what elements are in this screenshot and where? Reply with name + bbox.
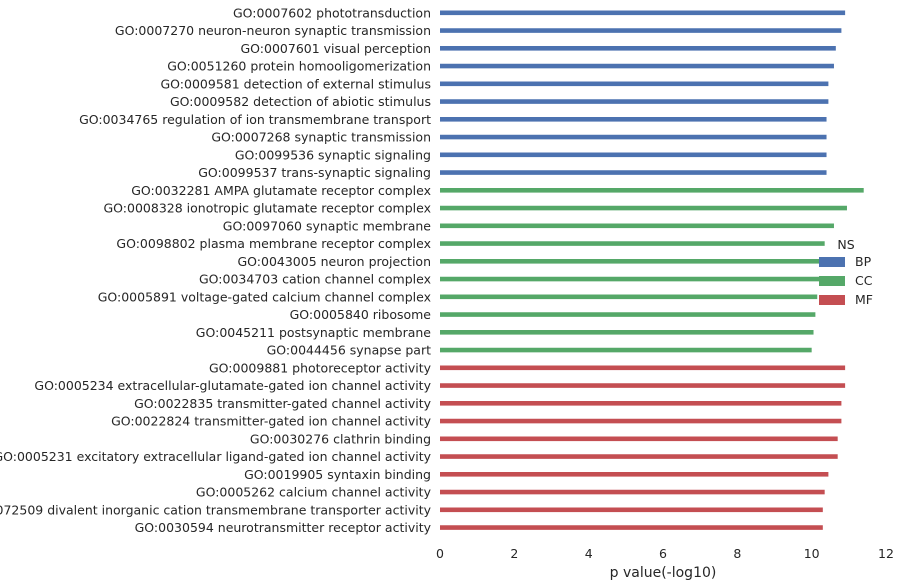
category-label: GO:0005891 voltage-gated calcium channel… (98, 289, 431, 304)
bar (440, 347, 812, 353)
legend-swatch (819, 257, 845, 267)
bar (440, 81, 829, 87)
bar (440, 28, 842, 33)
category-label: GO:0007601 visual perception (240, 41, 431, 56)
category-label: GO:0034765 regulation of ion transmembra… (79, 112, 431, 127)
category-label: GO:0099536 synaptic signaling (235, 147, 431, 162)
category-label: GO:0005262 calcium channel activity (196, 485, 432, 500)
bar (440, 454, 838, 459)
category-label: GO:0032281 AMPA glutamate receptor compl… (131, 183, 431, 198)
x-tick-label: 2 (510, 546, 518, 561)
bar (440, 312, 816, 317)
x-tick-label: 10 (804, 546, 820, 561)
category-label: GO:0007602 phototransduction (233, 5, 431, 20)
category-label: GO:0009581 detection of external stimulu… (161, 76, 432, 91)
x-tick-label: 0 (436, 546, 444, 561)
category-label: GO:0034703 cation channel complex (199, 272, 431, 287)
category-label: GO:0007270 neuron-neuron synaptic transm… (115, 23, 431, 38)
x-axis: 0 2 4 6 8 10 12 (436, 546, 894, 561)
category-label: GO:0098802 plasma membrane receptor comp… (116, 236, 431, 251)
bar (440, 223, 834, 229)
bar (440, 489, 825, 495)
bar (440, 63, 834, 69)
bar (440, 472, 829, 477)
bar (440, 10, 846, 16)
category-label: GO:0045211 postsynaptic membrane (196, 325, 432, 340)
bars-layer (440, 10, 864, 530)
bar (440, 205, 847, 211)
bar (440, 507, 823, 513)
legend-label: CC (855, 273, 873, 288)
x-tick-label: 8 (733, 546, 741, 561)
category-label: GO:0097060 synaptic membrane (223, 218, 432, 233)
bar (440, 241, 825, 246)
category-label: GO:0030594 neurotransmitter receptor act… (135, 520, 432, 535)
bar (440, 330, 814, 335)
bar (440, 117, 827, 122)
legend-swatch (819, 295, 845, 305)
bar (440, 276, 820, 282)
category-label: GO:0019905 syntaxin binding (244, 467, 431, 482)
category-label: GO:0030276 clathrin binding (250, 431, 431, 446)
bar (440, 134, 827, 140)
category-labels: GO:0007602 phototransduction GO:0007270 n… (0, 5, 432, 535)
bar (440, 365, 846, 371)
legend-label: BP (855, 254, 872, 269)
bar (440, 401, 842, 406)
bar (440, 188, 864, 193)
legend-label: MF (855, 292, 873, 307)
category-label: GO:0022835 transmitter-gated channel act… (134, 396, 431, 411)
category-label: GO:0007268 synaptic transmission (211, 130, 431, 145)
x-tick-label: 4 (585, 546, 593, 561)
bar (440, 436, 838, 442)
bar (440, 152, 827, 158)
category-label: GO:0008328 ionotropic glutamate receptor… (104, 201, 432, 216)
category-label: GO:0072509 divalent inorganic cation tra… (0, 502, 432, 517)
x-tick-label: 6 (659, 546, 667, 561)
category-label: GO:0005231 excitatory extracellular liga… (0, 449, 432, 464)
category-label: GO:0022824 transmitter-gated ion channel… (111, 414, 432, 429)
bar (440, 99, 829, 104)
category-label: GO:0099537 trans-synaptic signaling (198, 165, 431, 180)
bar (440, 170, 827, 175)
category-label: GO:0009881 photoreceptor activity (209, 360, 432, 375)
x-axis-title: p value(-log10) (610, 565, 717, 581)
legend-title: NS (837, 237, 854, 252)
bar (440, 418, 842, 424)
category-label: GO:0051260 protein homooligomerization (167, 59, 431, 74)
legend-swatch (819, 276, 845, 286)
bar (440, 46, 836, 51)
bar (440, 294, 818, 300)
category-label: GO:0044456 synapse part (267, 343, 431, 358)
category-label: GO:0043005 neuron projection (237, 254, 431, 269)
bar (440, 383, 846, 388)
category-label: GO:0009582 detection of abiotic stimulus (170, 94, 431, 109)
bar (440, 259, 821, 264)
x-tick-label: 12 (878, 546, 894, 561)
category-label: GO:0005234 extracellular-glutamate-gated… (34, 378, 431, 393)
bar (440, 525, 823, 530)
category-label: GO:0005840 ribosome (290, 307, 432, 322)
